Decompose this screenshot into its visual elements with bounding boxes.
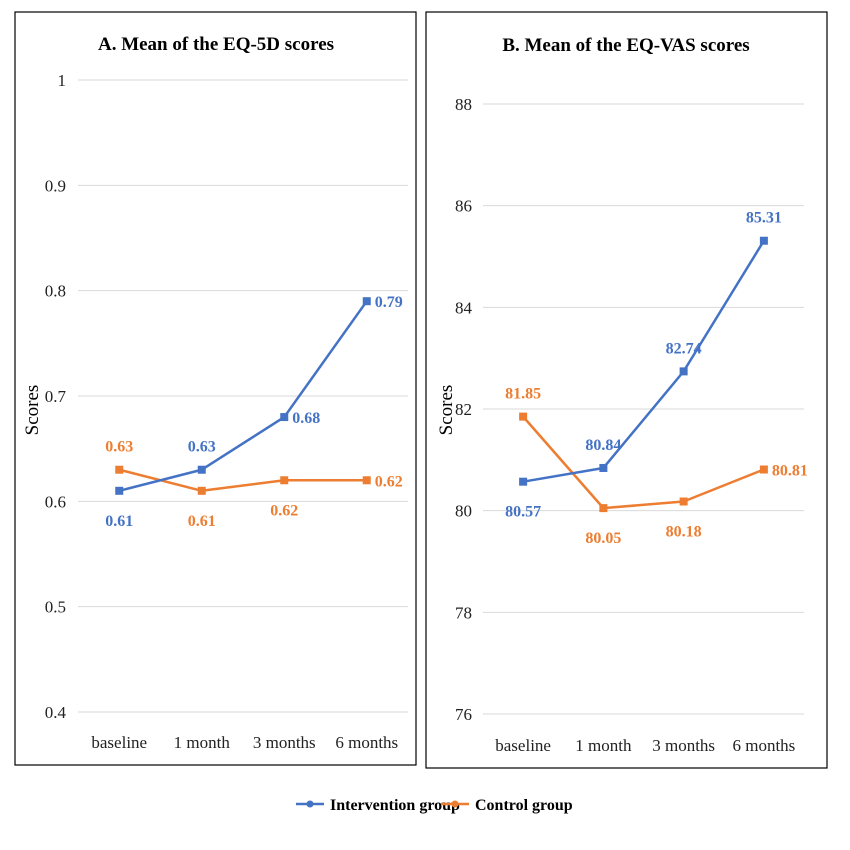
panel-b-data-label: 80.57	[505, 504, 541, 521]
panel-b-data-point	[679, 367, 688, 376]
panel-a-data-label: 0.62	[375, 473, 403, 490]
panel-b-data-point	[519, 412, 528, 421]
panel-a-data-point	[115, 465, 124, 474]
panel-b-ytick-label: 86	[455, 197, 472, 216]
panel-a-ytick-label: 0.8	[45, 282, 66, 301]
panel-a-title: A. Mean of the EQ-5D scores	[98, 34, 334, 55]
panel-a-data-point	[362, 297, 371, 306]
panel-a-data-label: 0.79	[375, 294, 403, 311]
panel-b-ytick-label: 88	[455, 95, 472, 114]
panel-b-data-point	[759, 236, 768, 245]
panel-a-data-label: 0.68	[292, 410, 320, 427]
panel-b-plot: 76 78 80 82 84 86 88 baseline 1 month 3 months 6 m…	[455, 95, 808, 755]
panel-a-data-label: 0.63	[105, 439, 133, 456]
panel-a-ytick-label: 0.6	[45, 492, 66, 511]
panel-a-data-point	[197, 486, 206, 495]
panel-b-ytick-label: 84	[455, 298, 473, 317]
panel-b-series-line	[522, 240, 765, 483]
panel-a-plot: 0.4 0.5 0.6 0.7 0.8 0.9 1 baseline 1 month 3 mont…	[45, 71, 408, 752]
panel-b-ytick-label: 76	[455, 705, 472, 724]
panel-a-xtick-label: 3 months	[253, 733, 316, 752]
panel-a-data-label: 0.63	[188, 439, 216, 456]
panel-a-xtick-label: 1 month	[174, 733, 231, 752]
panel-a-frame	[14, 11, 417, 766]
panel-b-series-line	[522, 415, 765, 510]
panel-a-xtick-label: 6 months	[335, 733, 398, 752]
panel-a-data-point	[362, 476, 371, 485]
panel-b-xtick-label: baseline	[495, 736, 551, 755]
panel-a-data-label: 0.62	[270, 502, 298, 519]
panel-b-xtick-label: 1 month	[575, 736, 632, 755]
panel-a-ylabel: Scores	[22, 385, 43, 436]
panel-a-ytick-label: 0.7	[45, 387, 67, 406]
panel-b-data-label: 80.81	[772, 462, 808, 479]
panel-a-data-point	[280, 413, 289, 422]
legend-intervention-marker	[306, 800, 314, 808]
panel-b-data-point	[679, 497, 688, 506]
panel-a-data-point	[197, 465, 206, 474]
panel-b-data-point	[759, 465, 768, 474]
panel-b-ytick-label: 82	[455, 400, 472, 419]
panel-b-data-point	[519, 477, 528, 486]
legend: Intervention group Control group	[296, 797, 573, 814]
panel-a-data-label: 0.61	[105, 513, 133, 530]
panel-b-frame	[425, 11, 828, 769]
panel-b-data-point	[599, 504, 608, 513]
panel-b-title: B. Mean of the EQ-VAS scores	[502, 35, 749, 56]
panel-a-ytick-label: 0.4	[45, 703, 67, 722]
panel-b-ytick-label: 78	[455, 603, 472, 622]
panel-a-ytick-label: 1	[58, 71, 67, 90]
panel-b-data-label: 80.05	[585, 530, 621, 547]
panel-b-data-label: 81.85	[505, 386, 541, 403]
panel-b-data-point	[599, 463, 608, 472]
panel-b-data-label: 80.84	[585, 437, 621, 454]
panel-b-ytick-label: 80	[455, 502, 472, 521]
panel-a-data-point	[115, 486, 124, 495]
panel-b-ylabel: Scores	[436, 385, 457, 436]
panel-a-ytick-label: 0.9	[45, 176, 66, 195]
panel-b-data-label: 85.31	[746, 210, 782, 227]
panel-a-data-label: 0.61	[188, 513, 216, 530]
panel-b-data-label: 80.18	[666, 524, 702, 541]
panel-b-xtick-label: 6 months	[732, 736, 795, 755]
legend-control-label: Control group	[475, 797, 573, 814]
panel-a-xtick-label: baseline	[91, 733, 147, 752]
panel-a-series-line	[118, 300, 368, 493]
legend-intervention-label: Intervention group	[330, 797, 460, 814]
panel-a-ytick-label: 0.5	[45, 598, 66, 617]
panel-b-xtick-label: 3 months	[652, 736, 715, 755]
panel-a-data-point	[280, 476, 289, 485]
legend-control-marker	[451, 800, 459, 808]
panel-b-data-label: 82.74	[666, 340, 702, 357]
